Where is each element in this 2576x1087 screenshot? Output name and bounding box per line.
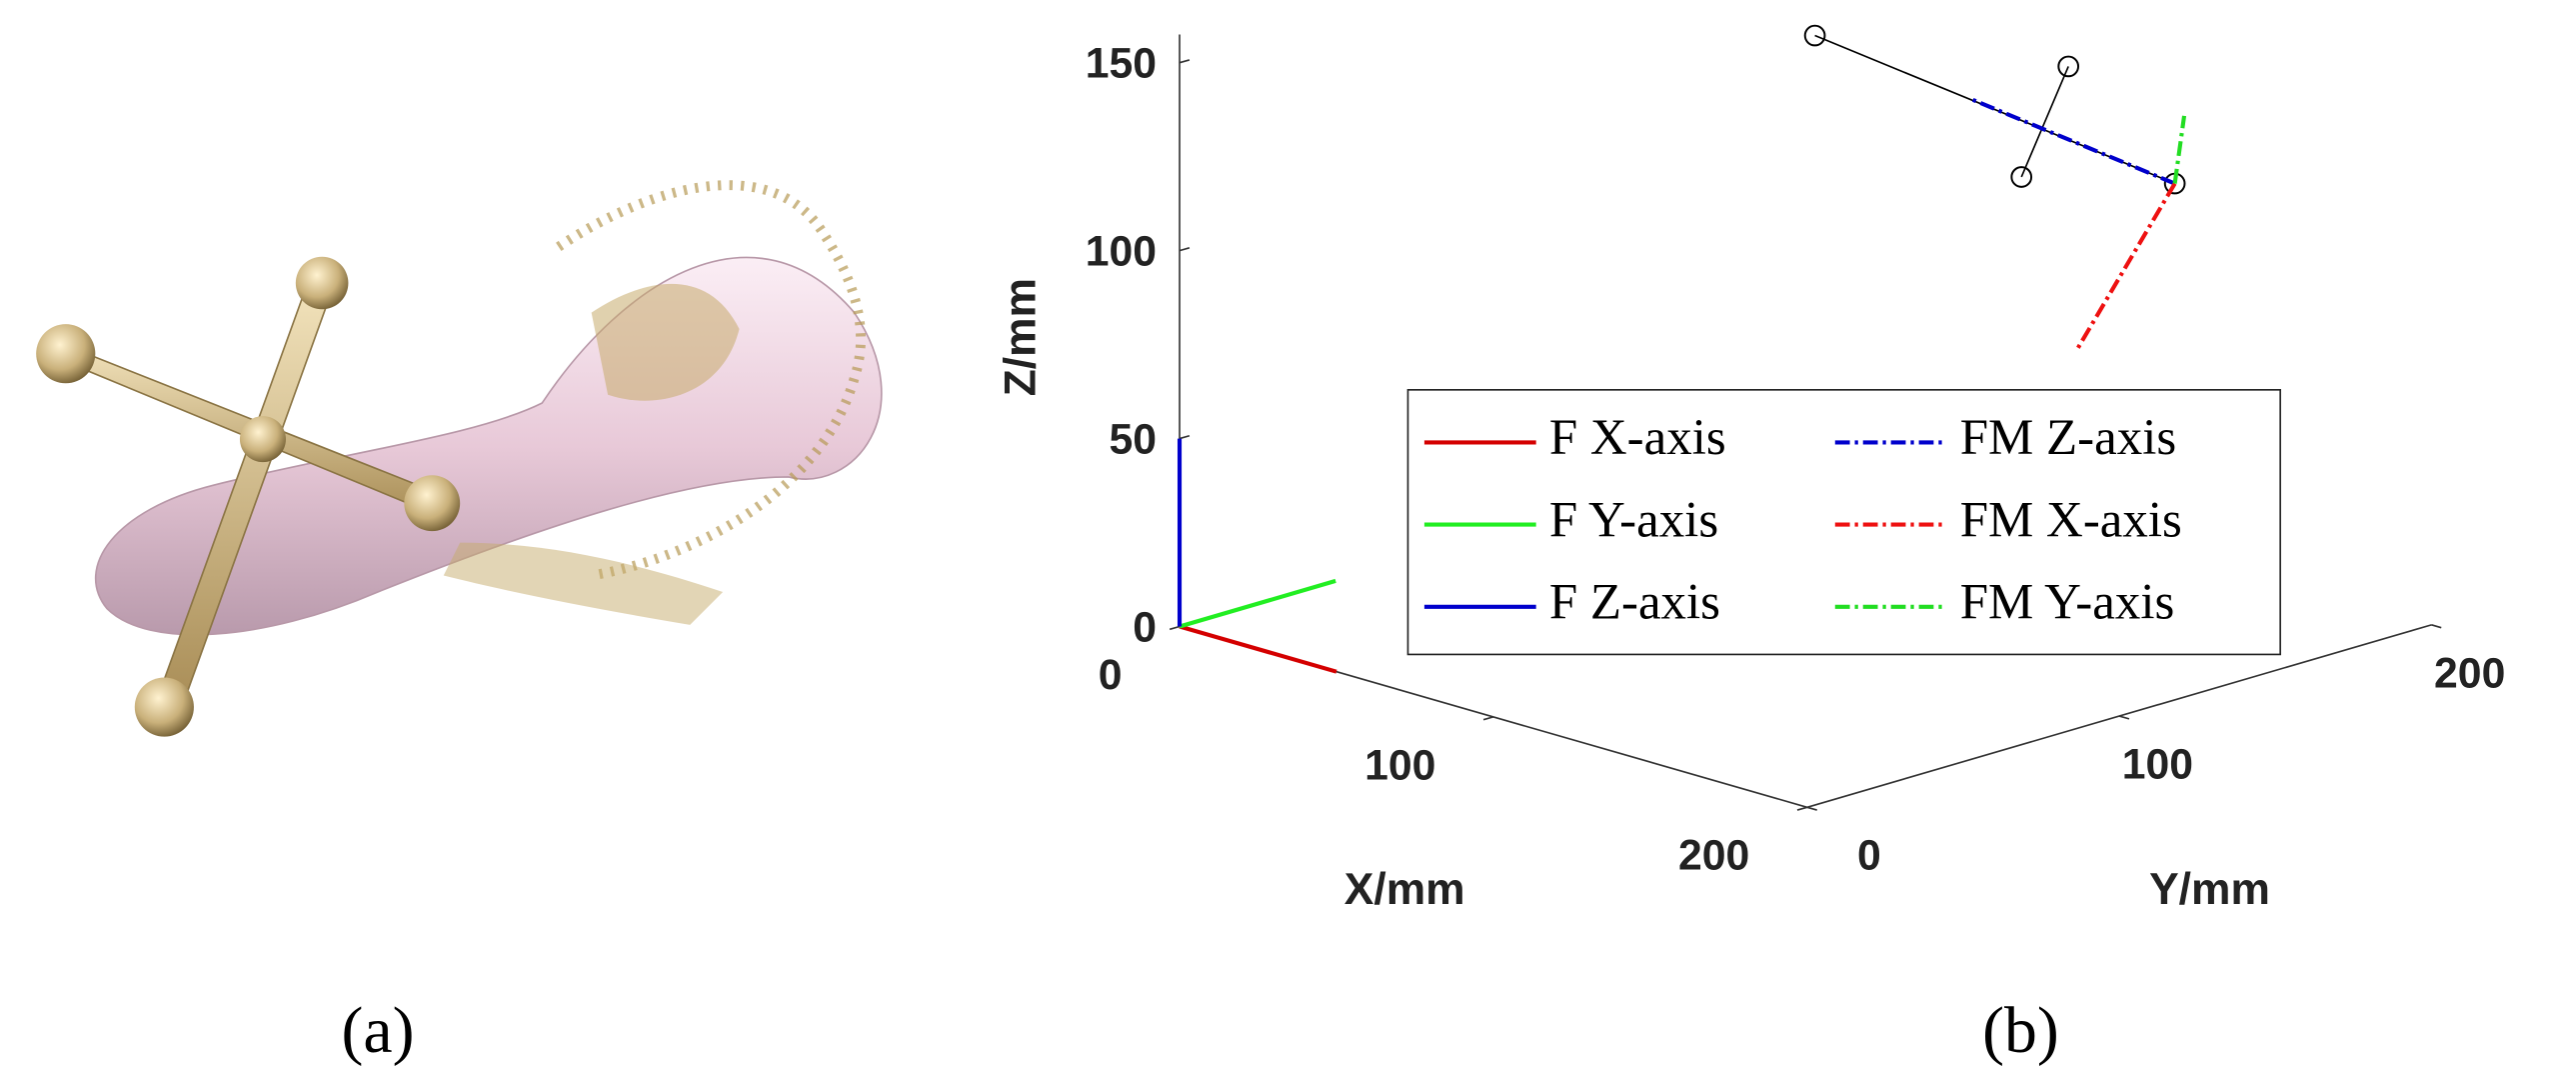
legend-label: FM X-axis (1960, 492, 2182, 548)
marker (2010, 166, 2033, 188)
legend-label: F X-axis (1549, 410, 1726, 466)
z-tick-mark (1179, 247, 1191, 252)
x-tick-mark (1482, 716, 1494, 721)
x-tick-label: 0 (1099, 651, 1123, 699)
axis-line-series (1179, 578, 1336, 629)
y-tick-label: 0 (1857, 832, 1881, 880)
z-axis-label: Z/mm (996, 278, 1045, 396)
axis-line-series (1179, 624, 1337, 674)
y-tick-mark (2118, 715, 2130, 720)
z-tick-mark (1179, 59, 1191, 64)
x-axis-label: X/mm (1344, 865, 1465, 914)
marker (1803, 24, 1826, 47)
panel-label: (a) (342, 994, 415, 1067)
marker (2057, 55, 2080, 78)
panel-label: (b) (1982, 994, 2059, 1067)
y-tick-mark (1806, 806, 1817, 811)
x-tick-mark (1169, 625, 1181, 631)
legend-box (1406, 389, 2281, 656)
z-tick-label: 50 (1109, 415, 1157, 463)
legend: F X-axis F Y-axis F Z-axis FM Z-axis FM X-ax… (1406, 389, 2281, 656)
x-tick-label: 100 (1364, 741, 1435, 789)
y-tick-mark (2431, 624, 2442, 629)
legend-label: FM Y-axis (1960, 574, 2175, 630)
z-tick-label: 0 (1133, 603, 1157, 651)
x-tick-mark (1796, 806, 1808, 811)
z-tick-mark (1179, 434, 1191, 440)
axis-line-series (2172, 115, 2187, 184)
marker-line (2020, 66, 2069, 178)
legend-label: F Z-axis (1549, 574, 1720, 630)
axis-line-series (2075, 182, 2177, 350)
z-tick-label: 150 (1086, 39, 1157, 87)
legend-label: F Y-axis (1549, 492, 1718, 548)
y-axis-label: Y/mm (2149, 865, 2270, 914)
y-tick-label: 100 (2122, 741, 2193, 789)
x-tick-label: 200 (1678, 832, 1749, 880)
axis-line-series (1970, 97, 2176, 186)
legend-label: FM Z-axis (1960, 410, 2176, 466)
bone-rendering (36, 180, 883, 737)
z-tick-label: 100 (1086, 227, 1157, 275)
y-tick-label: 200 (2434, 649, 2505, 697)
